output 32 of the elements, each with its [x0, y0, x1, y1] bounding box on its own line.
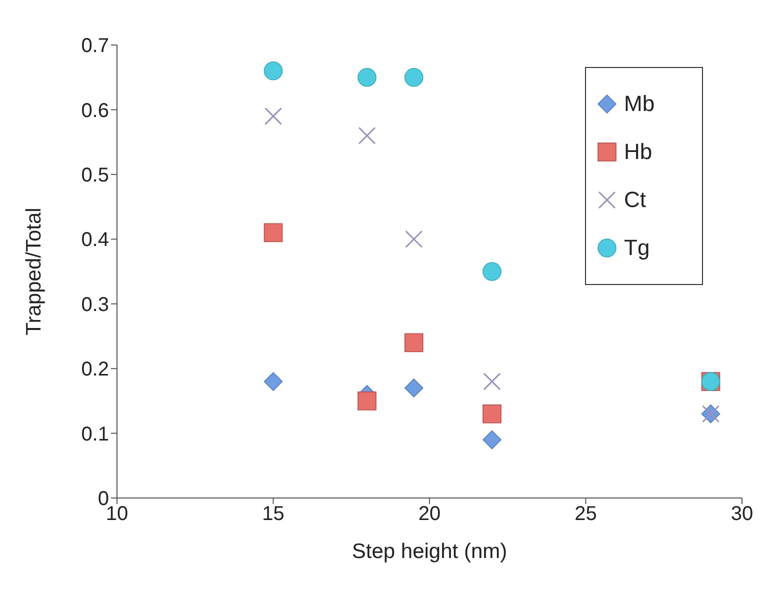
point [264, 223, 283, 242]
legend-label: Hb [624, 139, 652, 165]
y-tick-label: 0.6 [81, 100, 109, 122]
y-tick-label: 0.2 [81, 358, 109, 381]
x-tick-label: 30 [730, 503, 754, 526]
point [358, 126, 376, 144]
point [358, 392, 376, 410]
point [264, 372, 283, 391]
legend-label: Tg [624, 235, 650, 261]
point [482, 404, 502, 424]
y-tick-label: 0.1 [81, 423, 109, 446]
x-axis-title: Step height (nm) [352, 540, 508, 563]
point [264, 107, 282, 125]
point [404, 68, 424, 87]
y-tick-label: 0.5 [81, 164, 109, 187]
point [482, 430, 502, 450]
point [264, 61, 283, 80]
x-tick-label: 20 [418, 503, 441, 526]
point [358, 68, 376, 87]
legend-label: Ct [624, 187, 646, 213]
legend-label: Mb [624, 91, 655, 117]
point [482, 262, 502, 281]
x-tick-label: 25 [574, 503, 597, 526]
point [405, 230, 423, 248]
y-tick-label: 0.4 [81, 229, 109, 252]
y-tick-label: 0.7 [81, 35, 109, 58]
point [483, 372, 501, 390]
y-tick-label: 0.3 [81, 294, 109, 316]
point [404, 378, 424, 398]
point [404, 333, 424, 352]
y-axis-title: Trapped/Total [22, 208, 46, 336]
x-tick-label: 15 [262, 503, 284, 526]
